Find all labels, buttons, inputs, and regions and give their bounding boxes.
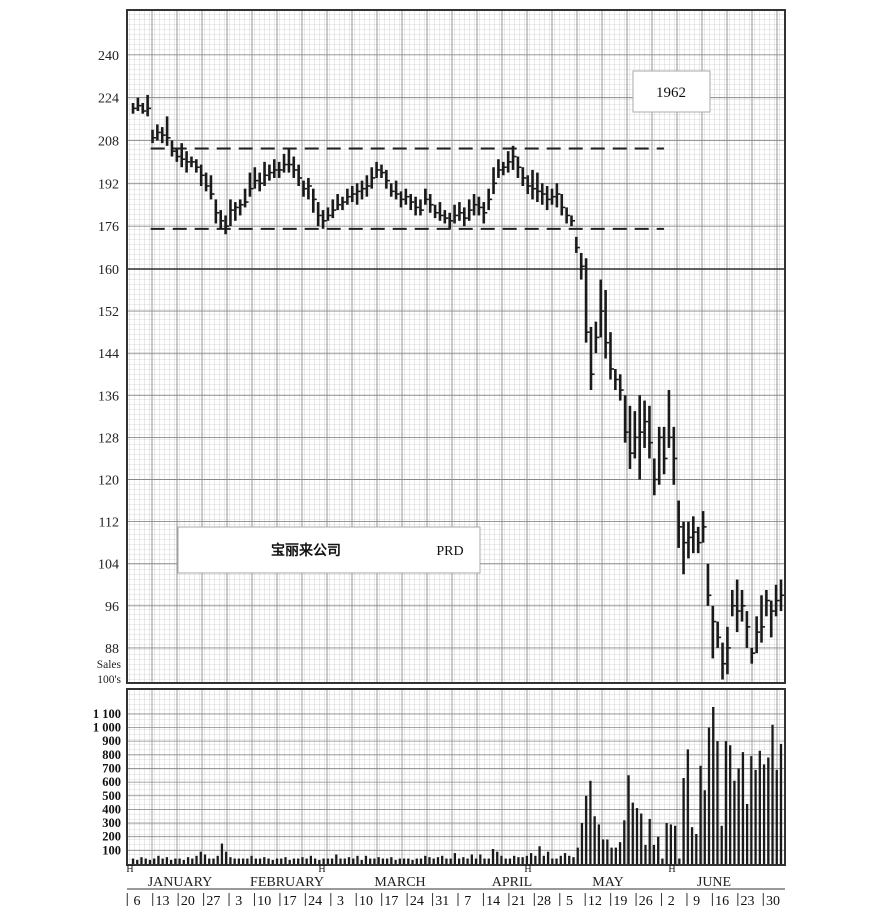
- holiday-marker: H: [318, 864, 325, 875]
- week-day-label: 16: [715, 894, 729, 909]
- month-label: MARCH: [374, 875, 425, 890]
- week-day-label: 28: [537, 894, 551, 909]
- month-label: JUNE: [697, 875, 731, 890]
- price-tick-label: 136: [98, 389, 119, 404]
- volume-tick-label: 1 000: [93, 721, 121, 735]
- week-day-label: 10: [359, 894, 373, 909]
- volume-tick-label: 700: [102, 761, 121, 775]
- month-label: JANUARY: [148, 875, 213, 890]
- volume-tick-label: 1 100: [93, 707, 121, 721]
- volume-bars: [131, 707, 783, 865]
- volume-axis-label-units: 100's: [97, 674, 121, 686]
- price-tick-label: 240: [98, 49, 119, 64]
- week-day-label: 21: [512, 894, 526, 909]
- price-tick-label: 152: [98, 305, 119, 320]
- price-tick-label: 128: [98, 431, 119, 446]
- volume-tick-label: 200: [102, 830, 121, 844]
- week-day-label: 26: [639, 894, 653, 909]
- price-tick-label: 120: [98, 474, 119, 489]
- volume-tick-label: 400: [102, 802, 121, 816]
- week-day-label: 14: [486, 894, 500, 909]
- volume-panel: [126, 688, 786, 866]
- volume-major-grid: [127, 689, 785, 865]
- price-tick-label: 112: [99, 516, 119, 531]
- volume-tick-label: 900: [102, 734, 121, 748]
- volume-tick-label: 100: [102, 843, 121, 857]
- company-box: 宝丽来公司 PRD: [177, 526, 481, 574]
- week-day-label: 19: [613, 894, 627, 909]
- ticker-symbol: PRD: [436, 544, 463, 559]
- price-bars: [131, 94, 785, 680]
- week-day-label: 23: [741, 894, 755, 909]
- volume-panel-border: [126, 688, 786, 866]
- week-day-label: 6: [134, 894, 141, 909]
- volume-tick-label: 800: [102, 748, 121, 762]
- week-day-label: 9: [693, 894, 700, 909]
- company-name: 宝丽来公司: [271, 542, 341, 559]
- week-day-label: 24: [410, 894, 424, 909]
- holiday-marker: H: [524, 864, 531, 875]
- week-day-label: 31: [435, 894, 449, 909]
- holiday-marker: H: [126, 864, 133, 875]
- volume-tick-label: 300: [102, 816, 121, 830]
- company-box-bg: [177, 526, 481, 574]
- price-axis: 240 224 208 192 176 160 152 144 136 128 120 112 104 9…: [98, 49, 119, 657]
- year-label: 1962: [656, 85, 686, 101]
- week-day-label: 27: [206, 894, 220, 909]
- price-tick-label: 160: [98, 263, 119, 278]
- week-day-label: 2: [668, 894, 675, 909]
- week-day-label: 24: [308, 894, 322, 909]
- week-day-label: 7: [464, 894, 471, 909]
- price-tick-label: 208: [98, 134, 119, 149]
- week-day-label: 17: [384, 894, 398, 909]
- volume-panel-bg: [127, 689, 785, 865]
- week-day-label: 3: [235, 894, 242, 909]
- price-tick-label: 144: [98, 347, 119, 362]
- week-day-label: 13: [155, 894, 169, 909]
- price-tick-label: 224: [98, 92, 119, 107]
- price-tick-label: 96: [105, 600, 119, 615]
- volume-tick-label: 500: [102, 789, 121, 803]
- week-day-label: 17: [283, 894, 297, 909]
- week-day-label: 3: [337, 894, 344, 909]
- price-tick-label: 104: [98, 558, 119, 573]
- month-label: MAY: [592, 875, 623, 890]
- volume-axis-label-sales: Sales: [97, 659, 122, 671]
- rectangle-pattern-lines: [150, 147, 664, 230]
- year-box: 1962: [632, 70, 711, 113]
- week-day-label: 5: [566, 894, 573, 909]
- week-day-label: 20: [181, 894, 195, 909]
- holiday-marker: H: [668, 864, 675, 875]
- week-day-label: 30: [766, 894, 780, 909]
- year-box-bg: [632, 70, 711, 113]
- volume-tick-label: 600: [102, 775, 121, 789]
- week-day-label: 10: [257, 894, 271, 909]
- price-panel-border: [126, 9, 786, 684]
- month-label: APRIL: [492, 875, 532, 890]
- price-tick-label: 176: [98, 220, 119, 235]
- price-tick-label: 192: [98, 177, 119, 192]
- month-label: FEBRUARY: [250, 875, 324, 890]
- week-day-label: 12: [588, 894, 602, 909]
- price-tick-label: 88: [105, 642, 119, 657]
